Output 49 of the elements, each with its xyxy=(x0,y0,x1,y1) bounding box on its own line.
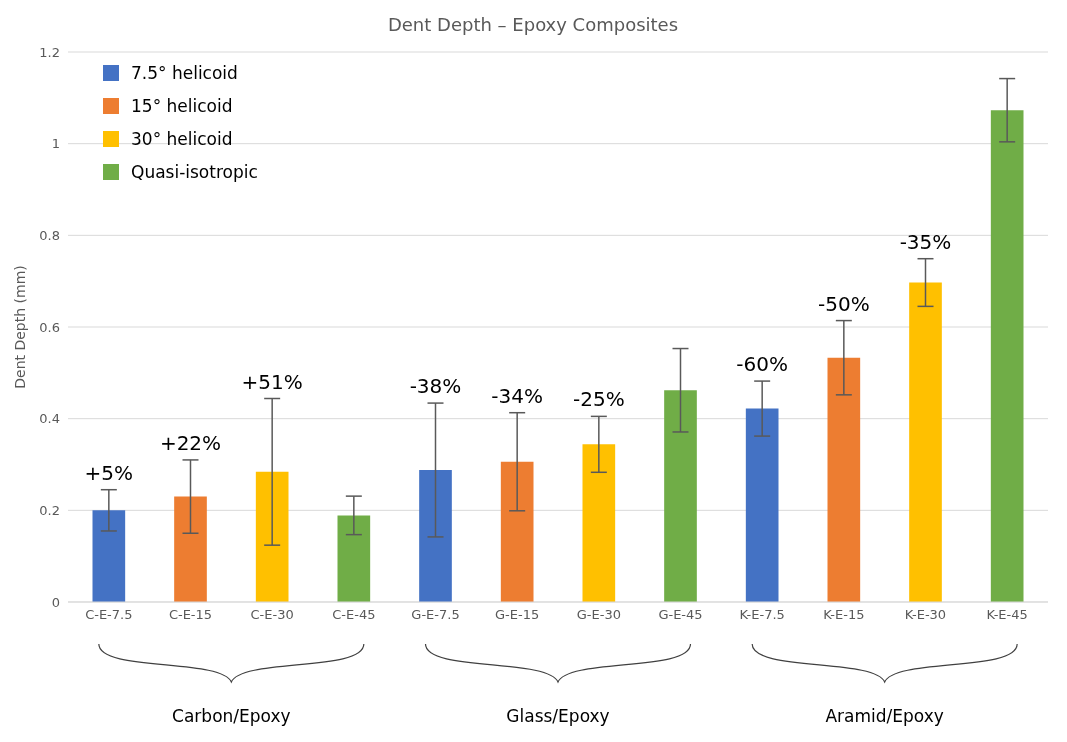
bar xyxy=(745,408,779,602)
chart-title: Dent Depth – Epoxy Composites xyxy=(386,13,680,37)
y-axis-title: Dent Depth (mm) xyxy=(11,265,28,389)
x-tick-label: C-E-45 xyxy=(332,607,376,623)
annotation: -35% xyxy=(899,229,952,254)
bar xyxy=(92,510,126,602)
legend-label: 7.5° helicoid xyxy=(131,62,238,83)
text: Aramid/Epoxy xyxy=(825,706,944,726)
annotation: +5% xyxy=(84,460,134,485)
bar xyxy=(419,470,452,602)
x-tick-label: G-E-45 xyxy=(658,607,703,623)
bar xyxy=(909,282,942,602)
x-tick-label: C-E-30 xyxy=(250,607,294,623)
bar xyxy=(582,444,616,602)
x-tick-label: K-E-15 xyxy=(823,607,865,623)
x-tick-label: C-E-15 xyxy=(168,607,213,623)
text: Carbon/Epoxy xyxy=(172,706,291,726)
annotation: -60% xyxy=(736,352,788,377)
text: Glass/Epoxy xyxy=(506,706,610,726)
x-tick-label: G-E-7.5 xyxy=(411,607,460,623)
x-tick-label: K-E-45 xyxy=(986,607,1028,623)
y-tick-label: 1.2 xyxy=(39,44,60,60)
annotation: +22% xyxy=(159,430,222,455)
legend-label: Quasi-isotropic xyxy=(131,161,258,182)
y-tick-label: 1 xyxy=(51,136,60,152)
bar xyxy=(255,471,289,602)
bar xyxy=(990,110,1024,602)
x-tick-label: G-E-15 xyxy=(495,607,540,623)
legend-label: 30° helicoid xyxy=(131,128,233,149)
x-tick-label: C-E-7.5 xyxy=(85,607,133,623)
legend-label: 15° helicoid xyxy=(131,95,233,116)
bar xyxy=(337,515,371,602)
annotation: -34% xyxy=(491,383,543,408)
annotation: -50% xyxy=(818,291,870,316)
y-tick-label: 0.8 xyxy=(39,227,60,243)
annotation: +51% xyxy=(241,369,303,394)
annotation: -25% xyxy=(573,387,625,412)
bar xyxy=(664,390,697,602)
y-tick-label: 0.2 xyxy=(39,502,60,518)
y-tick-label: 0.4 xyxy=(39,411,60,427)
y-tick-label: 0 xyxy=(51,594,60,610)
bar xyxy=(174,496,207,602)
annotation: -38% xyxy=(409,374,462,399)
x-tick-label: K-E-30 xyxy=(904,607,947,623)
y-tick-label: 0.6 xyxy=(39,319,60,335)
x-tick-label: K-E-7.5 xyxy=(739,607,785,623)
bar xyxy=(500,461,534,602)
bar xyxy=(827,357,861,602)
x-tick-label: G-E-30 xyxy=(576,607,621,623)
